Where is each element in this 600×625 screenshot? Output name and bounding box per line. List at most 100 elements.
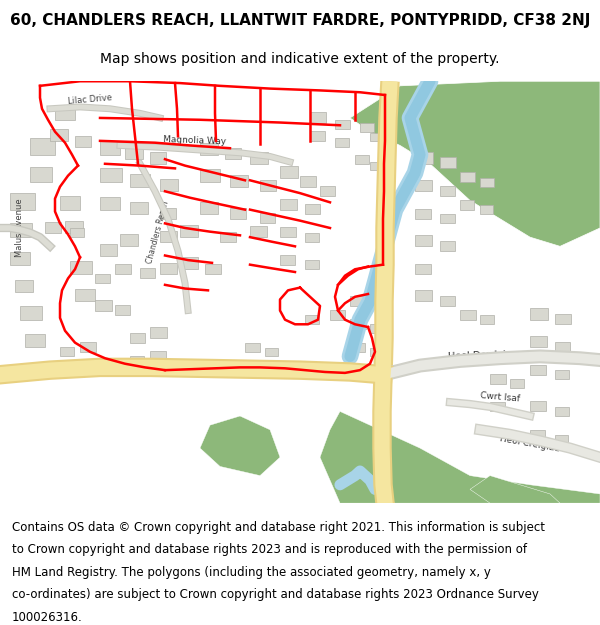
- Bar: [25, 334, 45, 348]
- Bar: [50, 129, 68, 141]
- Bar: [100, 168, 122, 182]
- Text: Crown Hill: Crown Hill: [388, 298, 397, 341]
- Bar: [125, 146, 143, 159]
- Bar: [70, 228, 84, 237]
- Bar: [440, 296, 455, 306]
- Bar: [360, 122, 374, 132]
- Bar: [280, 166, 298, 177]
- Bar: [150, 152, 166, 164]
- Bar: [55, 107, 75, 120]
- Text: Contains OS data © Crown copyright and database right 2021. This information is : Contains OS data © Crown copyright and d…: [12, 521, 545, 534]
- Bar: [180, 258, 198, 269]
- Bar: [480, 315, 494, 324]
- Bar: [330, 309, 345, 320]
- Bar: [10, 223, 32, 237]
- Bar: [115, 305, 130, 315]
- Bar: [490, 374, 506, 384]
- Bar: [60, 348, 74, 356]
- Bar: [415, 152, 433, 164]
- Bar: [10, 193, 35, 209]
- Bar: [130, 174, 150, 187]
- Text: Heol Dowlais: Heol Dowlais: [448, 350, 512, 362]
- Bar: [555, 435, 568, 444]
- Bar: [30, 168, 52, 182]
- Bar: [180, 225, 198, 237]
- Polygon shape: [470, 476, 560, 503]
- Bar: [350, 342, 365, 352]
- Bar: [310, 131, 325, 141]
- Bar: [555, 314, 571, 324]
- Text: Lilac Drive: Lilac Drive: [68, 93, 112, 106]
- Text: Chandlers Reach: Chandlers Reach: [145, 200, 170, 265]
- Text: HM Land Registry. The polygons (including the associated geometry, namely x, y: HM Land Registry. The polygons (includin…: [12, 566, 491, 579]
- Bar: [415, 180, 432, 191]
- Bar: [530, 430, 545, 439]
- Bar: [300, 176, 316, 187]
- Bar: [230, 175, 248, 187]
- Bar: [115, 264, 131, 274]
- Polygon shape: [350, 81, 600, 246]
- Bar: [350, 319, 366, 329]
- Bar: [370, 132, 383, 141]
- Bar: [305, 260, 319, 269]
- Bar: [530, 401, 546, 411]
- Bar: [280, 227, 296, 237]
- Bar: [320, 186, 335, 196]
- Text: Malus Avenue: Malus Avenue: [16, 199, 25, 258]
- Bar: [265, 348, 278, 356]
- Bar: [70, 261, 92, 274]
- Bar: [100, 244, 117, 256]
- Bar: [555, 342, 570, 352]
- Bar: [490, 402, 505, 411]
- Bar: [95, 299, 112, 311]
- Bar: [100, 141, 120, 154]
- Bar: [350, 296, 366, 306]
- Bar: [15, 280, 33, 292]
- Bar: [460, 201, 474, 209]
- Bar: [160, 263, 177, 274]
- Bar: [415, 209, 431, 219]
- Bar: [130, 356, 144, 366]
- Bar: [335, 120, 350, 129]
- Bar: [355, 154, 369, 164]
- Bar: [130, 202, 148, 214]
- Bar: [160, 231, 177, 242]
- Bar: [75, 136, 91, 148]
- Bar: [440, 186, 455, 196]
- Bar: [260, 180, 276, 191]
- Text: Map shows position and indicative extent of the property.: Map shows position and indicative extent…: [100, 51, 500, 66]
- Bar: [200, 142, 218, 154]
- Bar: [250, 152, 268, 164]
- Bar: [460, 172, 475, 182]
- Bar: [150, 351, 166, 361]
- Bar: [150, 327, 167, 338]
- Bar: [65, 221, 83, 232]
- Bar: [510, 379, 524, 389]
- Bar: [335, 138, 349, 148]
- Bar: [370, 348, 383, 356]
- Bar: [305, 232, 319, 242]
- Bar: [10, 252, 30, 264]
- Bar: [45, 222, 61, 232]
- Text: Crown Hill: Crown Hill: [388, 152, 397, 194]
- Bar: [120, 234, 138, 246]
- Bar: [80, 366, 95, 375]
- Bar: [305, 204, 320, 214]
- Text: 60, CHANDLERS REACH, LLANTWIT FARDRE, PONTYPRIDD, CF38 2NJ: 60, CHANDLERS REACH, LLANTWIT FARDRE, PO…: [10, 12, 590, 28]
- Bar: [245, 342, 260, 352]
- Bar: [280, 199, 297, 209]
- Bar: [370, 324, 384, 334]
- Bar: [80, 342, 96, 352]
- Bar: [555, 407, 569, 416]
- Text: Magnolia Way: Magnolia Way: [163, 135, 227, 146]
- Bar: [415, 264, 431, 274]
- Bar: [250, 226, 267, 237]
- Bar: [75, 289, 95, 301]
- Bar: [530, 308, 548, 320]
- Polygon shape: [320, 411, 600, 503]
- Polygon shape: [200, 416, 280, 476]
- Bar: [60, 196, 80, 209]
- Text: Cwrt Isaf: Cwrt Isaf: [480, 391, 520, 404]
- Bar: [440, 241, 455, 251]
- Bar: [480, 177, 494, 187]
